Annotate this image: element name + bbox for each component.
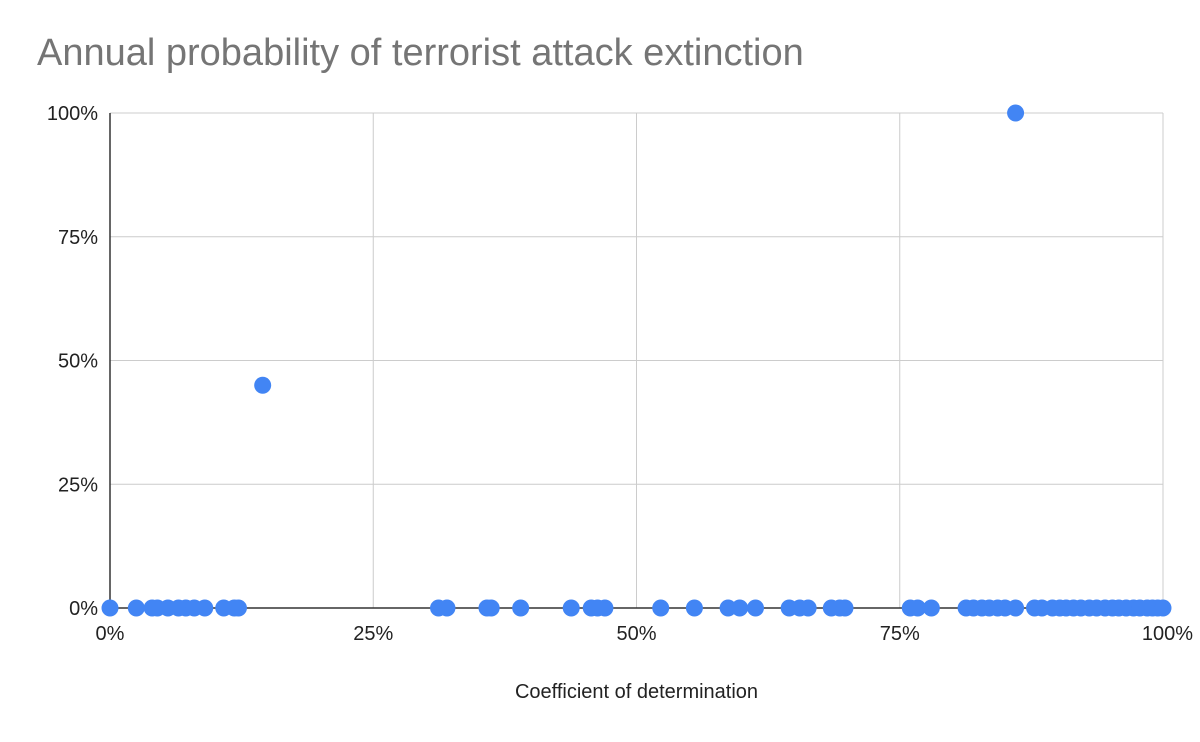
data-point	[438, 599, 456, 617]
data-point	[799, 599, 817, 617]
y-tick-label: 100%	[47, 103, 98, 125]
data-point	[562, 599, 580, 617]
data-point	[596, 599, 614, 617]
y-tick-labels: 0% 25% 50% 75% 100%	[47, 103, 98, 620]
x-tick-label: 0%	[96, 623, 125, 645]
data-point	[229, 599, 247, 617]
x-tick-label: 75%	[880, 623, 920, 645]
data-point	[101, 599, 119, 617]
data-point	[254, 376, 272, 394]
y-tick-label: 0%	[69, 598, 98, 620]
data-point	[196, 599, 214, 617]
data-points	[101, 104, 1172, 617]
y-tick-label: 75%	[58, 227, 98, 249]
grid-lines	[110, 112, 1164, 608]
x-tick-labels: 0% 25% 50% 75% 100%	[96, 623, 1194, 645]
data-point	[1007, 104, 1025, 122]
x-axis-title: Coefficient of determination	[515, 681, 758, 703]
chart-title: Annual probability of terrorist attack e…	[37, 32, 804, 74]
data-point	[836, 599, 854, 617]
data-point	[512, 599, 530, 617]
data-point	[482, 599, 500, 617]
data-point	[1007, 599, 1025, 617]
data-point	[685, 599, 703, 617]
data-point	[127, 599, 145, 617]
y-tick-label: 50%	[58, 351, 98, 373]
data-point	[1154, 599, 1172, 617]
data-point	[652, 599, 670, 617]
data-point	[731, 599, 749, 617]
x-tick-label: 25%	[353, 623, 393, 645]
x-tick-label: 100%	[1142, 623, 1193, 645]
y-tick-label: 25%	[58, 474, 98, 496]
data-point	[746, 599, 764, 617]
data-point	[922, 599, 940, 617]
data-point	[909, 599, 927, 617]
x-tick-label: 50%	[616, 623, 656, 645]
